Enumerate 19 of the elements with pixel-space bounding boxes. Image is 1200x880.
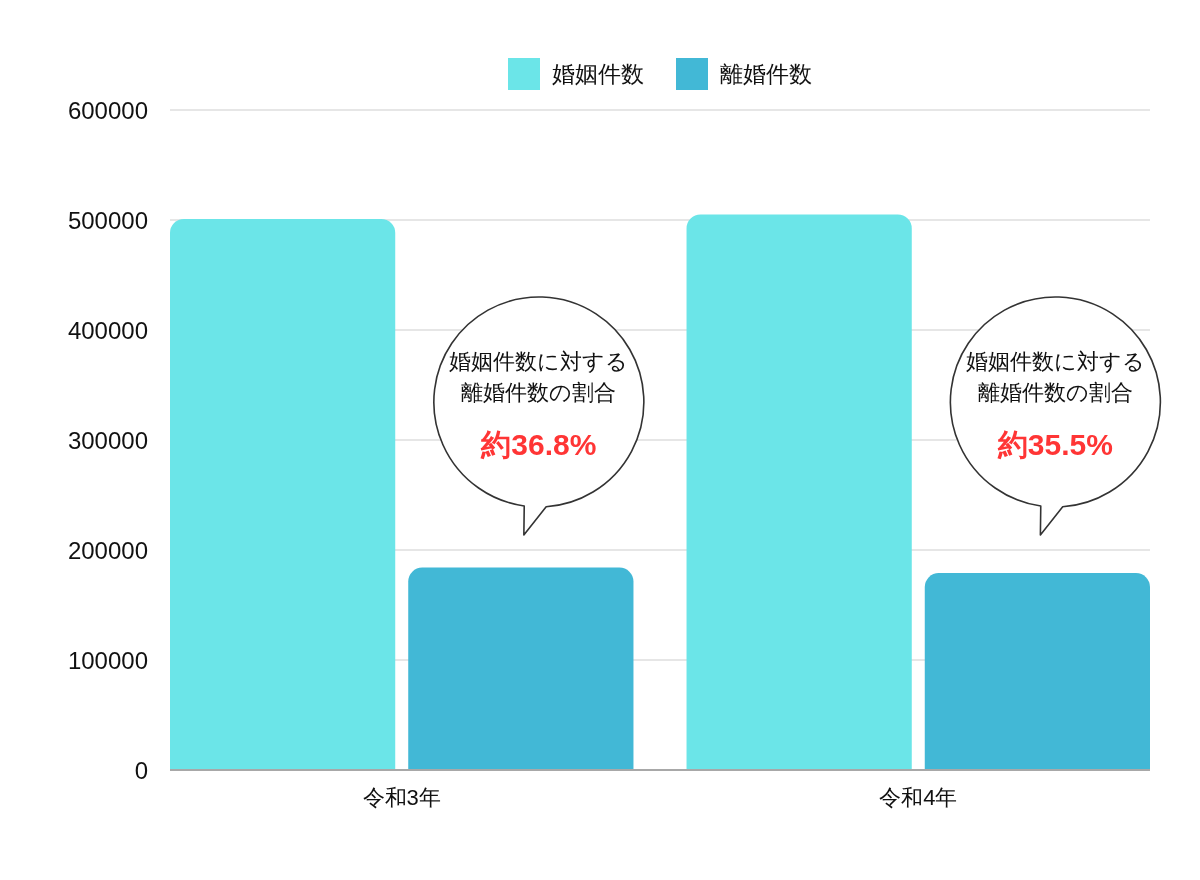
- y-tick-label: 500000: [67, 206, 148, 234]
- annotation: 約35.5%: [996, 427, 1113, 461]
- annotation: 約36.8%: [480, 427, 597, 461]
- bar: [170, 218, 396, 770]
- y-tick-label: 200000: [67, 536, 148, 564]
- y-tick-label: 400000: [67, 316, 148, 344]
- bar: [686, 214, 912, 770]
- x-tick-label: 令和3年: [362, 784, 441, 810]
- y-tick-label: 600000: [67, 96, 148, 124]
- y-tick-label: 100000: [67, 646, 148, 674]
- legend-label: 婚姻件数: [552, 61, 644, 87]
- bar: [408, 567, 634, 770]
- bar: [924, 573, 1150, 770]
- y-tick-label: 0: [134, 756, 148, 784]
- legend-label: 離婚件数: [720, 61, 812, 87]
- x-tick-label: 令和4年: [879, 784, 958, 810]
- annotation: 婚姻件数に対する離婚件数の割合: [449, 348, 629, 405]
- annotation: 婚姻件数に対する離婚件数の割合: [965, 348, 1145, 405]
- y-tick-label: 300000: [67, 426, 148, 454]
